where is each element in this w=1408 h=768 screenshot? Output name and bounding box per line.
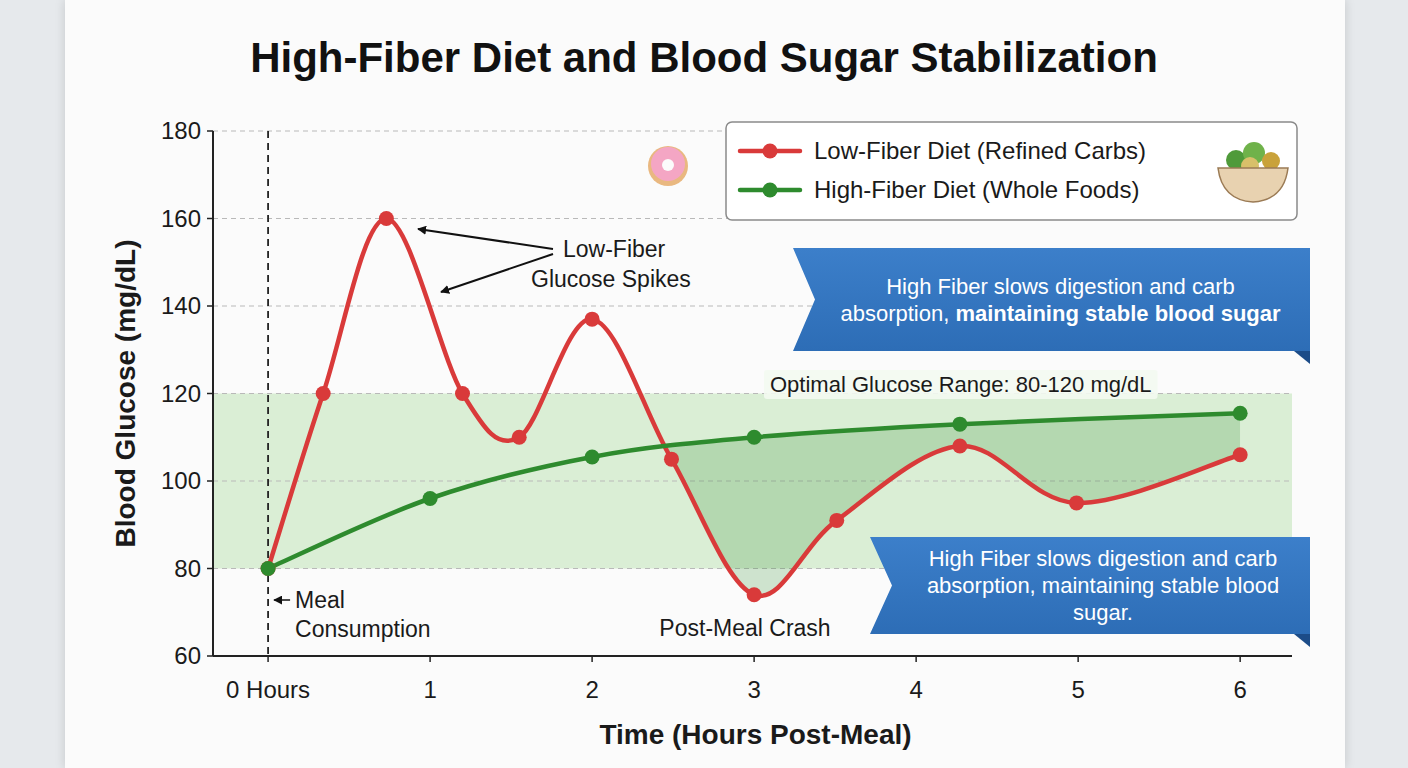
meal-line [267, 131, 269, 656]
meal-arrow [274, 599, 290, 601]
legend-box [726, 122, 1297, 220]
point [316, 386, 331, 401]
callout-piece: High Fiber slows digestion and carb abso… [927, 546, 1279, 625]
y-tick-label: 80 [174, 555, 201, 582]
point [1233, 447, 1248, 462]
y-axis-title: Blood Glucose (mg/dL) [110, 240, 141, 548]
callout: High Fiber slows digestion and carb abso… [793, 248, 1310, 351]
point [423, 491, 438, 506]
point [952, 417, 967, 432]
legend: Low-Fiber Diet (Refined Carbs) High-Fiber… [726, 122, 1297, 220]
point [664, 452, 679, 467]
x-axis [213, 655, 1292, 657]
point [379, 211, 394, 226]
point [829, 513, 844, 528]
legend-marker [763, 183, 778, 198]
donut [648, 146, 688, 186]
y-tick-label: 180 [161, 117, 201, 144]
y-tick-label: 160 [161, 205, 201, 232]
callout-piece: maintaining stable blood sugar [955, 301, 1280, 326]
x-tick-label: 5 [1071, 676, 1084, 703]
point [1233, 406, 1248, 421]
callout-text: High Fiber slows digestion and carb abso… [912, 545, 1294, 626]
meal-label: Meal [295, 587, 345, 613]
point [585, 312, 600, 327]
title: High-Fiber Diet and Blood Sugar Stabiliz… [250, 34, 1158, 81]
spike-arrow [418, 229, 553, 249]
crash-label: Post-Meal Crash [659, 615, 830, 641]
legend-label: High-Fiber Diet (Whole Foods) [814, 176, 1139, 203]
legend-marker [763, 144, 778, 159]
point [1069, 495, 1084, 510]
x-axis-title: Time (Hours Post-Meal) [599, 719, 911, 750]
bowl-icon [1218, 142, 1288, 202]
x-tick-label: 4 [909, 676, 922, 703]
callout-fold [1294, 634, 1310, 647]
y-tick-label: 100 [161, 467, 201, 494]
point [952, 439, 967, 454]
callout-fold [1294, 351, 1310, 364]
bowl [1218, 168, 1288, 202]
callout: High Fiber slows digestion and carb abso… [870, 537, 1310, 634]
y-tick-label: 60 [174, 642, 201, 669]
point [261, 561, 276, 576]
y-axis [212, 131, 214, 656]
point [512, 430, 527, 445]
spike-label: Glucose Spikes [531, 266, 691, 292]
chart: High-Fiber Diet and Blood Sugar Stabiliz… [0, 0, 1408, 768]
x-tick-label: 1 [423, 676, 436, 703]
x-tick-label: 2 [585, 676, 598, 703]
point [747, 430, 762, 445]
x-tick-label: 6 [1233, 676, 1246, 703]
spike-label: Low-Fiber [563, 236, 666, 262]
band-label-patch [764, 370, 1158, 399]
donut-hole [662, 159, 674, 171]
donut-icon [648, 146, 688, 186]
page: High-Fiber Diet and Blood Sugar Stabiliz… [0, 0, 1408, 768]
grid-line [213, 655, 1292, 656]
point [585, 449, 600, 464]
meal-label: Consumption [295, 616, 431, 642]
point [261, 561, 276, 576]
legend-label: Low-Fiber Diet (Refined Carbs) [814, 137, 1146, 164]
callout-text: High Fiber slows digestion and carb abso… [837, 273, 1284, 327]
y-tick-label: 140 [161, 292, 201, 319]
point [747, 587, 762, 602]
band-label: Optimal Glucose Range: 80-120 mg/dL [770, 372, 1152, 397]
donut-icing [651, 147, 685, 181]
y-tick-label: 120 [161, 380, 201, 407]
x-tick-label: 0 Hours [226, 676, 310, 703]
point [455, 386, 470, 401]
x-tick-label: 3 [747, 676, 760, 703]
